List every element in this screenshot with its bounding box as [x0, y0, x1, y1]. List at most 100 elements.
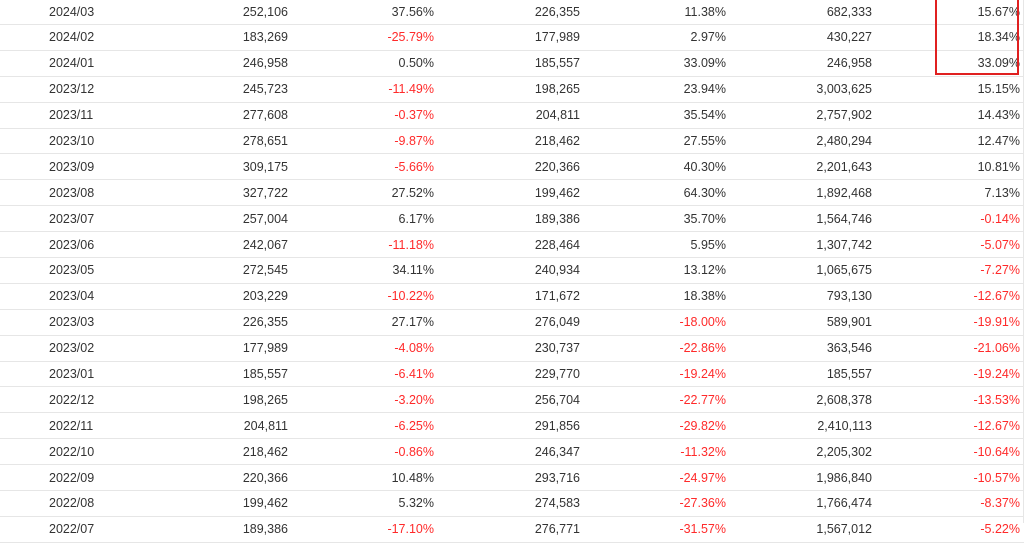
percent-cell-1: -6.25% — [288, 412, 434, 440]
value-cell-2: 276,049 — [434, 309, 580, 336]
percent-cell-1: 27.52% — [288, 179, 434, 207]
value-cell-2: 218,462 — [434, 128, 580, 155]
value-cell-3: 1,986,840 — [726, 464, 872, 492]
value-cell-1: 189,386 — [120, 516, 288, 543]
percent-cell-2: 64.30% — [580, 179, 726, 207]
value-cell-3: 1,307,742 — [726, 231, 872, 259]
table-row: 2023/11 277,608 -0.37% 204,811 35.54% 2,757,9… — [0, 102, 1024, 129]
value-cell-1: 246,958 — [120, 50, 288, 77]
percent-cell-2: -19.24% — [580, 361, 726, 388]
value-cell-1: 198,265 — [120, 386, 288, 414]
month-cell: 2022/10 — [0, 438, 120, 466]
value-cell-1: 218,462 — [120, 438, 288, 466]
value-cell-2: 228,464 — [434, 231, 580, 259]
percent-cell-3: 15.15% — [872, 76, 1024, 103]
month-cell: 2022/11 — [0, 412, 120, 440]
table-row: 2023/07 257,004 6.17% 189,386 35.70% 1,564,74… — [0, 205, 1024, 233]
percent-cell-2: 11.38% — [580, 0, 726, 25]
value-cell-2: 293,716 — [434, 464, 580, 492]
value-cell-2: 274,583 — [434, 490, 580, 517]
value-cell-3: 2,410,113 — [726, 412, 872, 440]
percent-cell-1: 34.11% — [288, 257, 434, 284]
percent-cell-1: -4.08% — [288, 335, 434, 362]
percent-cell-2: -11.32% — [580, 438, 726, 466]
table-row: 2024/03 252,106 37.56% 226,355 11.38% 682,333… — [0, 0, 1024, 25]
percent-cell-3: -0.14% — [872, 205, 1024, 233]
value-cell-2: 230,737 — [434, 335, 580, 362]
month-cell: 2023/06 — [0, 231, 120, 259]
value-cell-1: 204,811 — [120, 412, 288, 440]
table-row: 2022/07 189,386 -17.10% 276,771 -31.57% 1,567… — [0, 516, 1024, 543]
percent-cell-2: -31.57% — [580, 516, 726, 543]
percent-cell-1: -0.86% — [288, 438, 434, 466]
percent-cell-1: 37.56% — [288, 0, 434, 25]
month-cell: 2023/08 — [0, 179, 120, 207]
percent-cell-3: -7.27% — [872, 257, 1024, 284]
percent-cell-3: 14.43% — [872, 102, 1024, 129]
percent-cell-2: -22.86% — [580, 335, 726, 362]
value-cell-1: 185,557 — [120, 361, 288, 388]
value-cell-2: 171,672 — [434, 283, 580, 310]
percent-cell-2: 13.12% — [580, 257, 726, 284]
percent-cell-2: -24.97% — [580, 464, 726, 492]
percent-cell-1: -3.20% — [288, 386, 434, 414]
value-cell-1: 220,366 — [120, 464, 288, 492]
value-cell-1: 199,462 — [120, 490, 288, 517]
percent-cell-2: 35.70% — [580, 205, 726, 233]
value-cell-3: 1,065,675 — [726, 257, 872, 284]
percent-cell-2: 5.95% — [580, 231, 726, 259]
table-row: 2022/11 204,811 -6.25% 291,856 -29.82% 2,410,… — [0, 412, 1024, 440]
percent-cell-1: -17.10% — [288, 516, 434, 543]
value-cell-3: 1,564,746 — [726, 205, 872, 233]
month-cell: 2023/03 — [0, 309, 120, 336]
table-row: 2022/12 198,265 -3.20% 256,704 -22.77% 2,608,… — [0, 386, 1024, 414]
month-cell: 2023/10 — [0, 128, 120, 155]
percent-cell-2: -22.77% — [580, 386, 726, 414]
percent-cell-3: 12.47% — [872, 128, 1024, 155]
table-row: 2023/03 226,355 27.17% 276,049 -18.00% 589,90… — [0, 309, 1024, 336]
value-cell-3: 363,546 — [726, 335, 872, 362]
value-cell-1: 277,608 — [120, 102, 288, 129]
value-cell-1: 226,355 — [120, 309, 288, 336]
percent-cell-3: -10.64% — [872, 438, 1024, 466]
value-cell-3: 185,557 — [726, 361, 872, 388]
value-cell-1: 252,106 — [120, 0, 288, 25]
percent-cell-3: -10.57% — [872, 464, 1024, 492]
value-cell-1: 272,545 — [120, 257, 288, 284]
month-cell: 2023/01 — [0, 361, 120, 388]
table-row: 2023/06 242,067 -11.18% 228,464 5.95% 1,307,7… — [0, 231, 1024, 259]
value-cell-1: 257,004 — [120, 205, 288, 233]
value-cell-3: 2,201,643 — [726, 153, 872, 181]
month-cell: 2023/07 — [0, 205, 120, 233]
percent-cell-1: -6.41% — [288, 361, 434, 388]
value-cell-1: 327,722 — [120, 179, 288, 207]
percent-cell-3: -12.67% — [872, 283, 1024, 310]
month-cell: 2022/12 — [0, 386, 120, 414]
value-cell-3: 1,567,012 — [726, 516, 872, 543]
month-cell: 2023/12 — [0, 76, 120, 103]
percent-cell-1: -25.79% — [288, 24, 434, 51]
value-cell-1: 278,651 — [120, 128, 288, 155]
percent-cell-3: 33.09% — [872, 50, 1024, 77]
percent-cell-3: 18.34% — [872, 24, 1024, 51]
percent-cell-3: -8.37% — [872, 490, 1024, 517]
month-cell: 2023/02 — [0, 335, 120, 362]
value-cell-2: 240,934 — [434, 257, 580, 284]
month-cell: 2023/09 — [0, 153, 120, 181]
percent-cell-2: 2.97% — [580, 24, 726, 51]
month-cell: 2022/09 — [0, 464, 120, 492]
value-cell-1: 203,229 — [120, 283, 288, 310]
value-cell-3: 430,227 — [726, 24, 872, 51]
percent-cell-3: -19.24% — [872, 361, 1024, 388]
table-row: 2023/10 278,651 -9.87% 218,462 27.55% 2,480,2… — [0, 128, 1024, 155]
percent-cell-1: -5.66% — [288, 153, 434, 181]
table-row: 2023/12 245,723 -11.49% 198,265 23.94% 3,003,… — [0, 76, 1024, 103]
percent-cell-3: -12.67% — [872, 412, 1024, 440]
percent-cell-1: 10.48% — [288, 464, 434, 492]
value-cell-3: 2,480,294 — [726, 128, 872, 155]
month-cell: 2022/08 — [0, 490, 120, 517]
percent-cell-1: 6.17% — [288, 205, 434, 233]
value-cell-2: 220,366 — [434, 153, 580, 181]
percent-cell-3: 7.13% — [872, 179, 1024, 207]
